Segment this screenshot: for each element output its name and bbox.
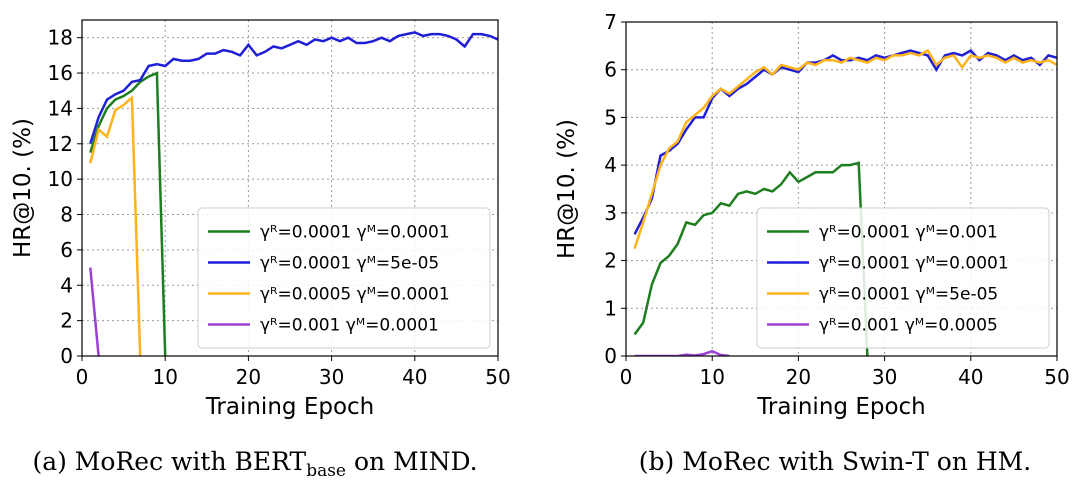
y-tick-label: 2 (60, 309, 73, 333)
y-tick-label: 16 (48, 61, 73, 85)
y-tick-label: 0 (60, 344, 73, 368)
legend-label: γᴿ=0.0001 γᴹ=5e-05 (819, 285, 998, 305)
series-line (633, 48, 1057, 249)
y-tick-label: 10 (48, 167, 73, 191)
plot-frame (625, 21, 1058, 357)
plot-frame (81, 19, 499, 357)
caption-text: (b) MoRec with Swin-T on HM. (639, 447, 1031, 476)
x-tick-label: 10 (152, 365, 177, 389)
series-line (89, 267, 100, 356)
x-tick-label: 40 (402, 365, 427, 389)
x-tick-label: 50 (485, 365, 510, 389)
y-tick-label: 4 (604, 153, 617, 177)
legend-label: γᴿ=0.0001 γᴹ=0.0001 (819, 254, 1009, 274)
x-tick-label: 10 (699, 365, 724, 389)
x-tick-label: 30 (872, 365, 897, 389)
series-line (633, 49, 1057, 235)
y-tick-label: 1 (604, 296, 617, 320)
y-tick-label: 12 (48, 132, 73, 156)
x-tick-label: 50 (1044, 365, 1069, 389)
x-tick-label: 20 (236, 365, 261, 389)
y-tick-label: 2 (604, 249, 617, 273)
x-tick-label: 40 (958, 365, 983, 389)
y-tick-label: 18 (48, 26, 73, 50)
series-line (89, 95, 142, 356)
caption: (b) MoRec with Swin-T on HM. (639, 447, 1031, 476)
caption-text: (a) MoRec with BERT (32, 447, 306, 476)
caption-subscript: base (306, 461, 346, 481)
legend-label: γᴿ=0.0005 γᴹ=0.0001 (260, 285, 450, 305)
y-tick-label: 8 (60, 203, 73, 227)
legend-label: γᴿ=0.0001 γᴹ=0.0001 (260, 223, 450, 243)
y-tick-label: 14 (48, 96, 73, 120)
y-tick-label: 6 (604, 58, 617, 82)
y-tick-label: 5 (604, 105, 617, 129)
legend-label: γᴿ=0.001 γᴹ=0.0005 (819, 316, 998, 336)
caption: (a) MoRec with BERTbase on MIND. (32, 447, 477, 481)
panel: 0 10 20 30 40 50 0 1 2 3 4 5 6 7 Training Epoch HR@10. … (554, 10, 1070, 476)
caption-text: on MIND. (354, 447, 478, 476)
legend-box (756, 207, 1050, 349)
y-tick-label: 7 (604, 10, 617, 34)
legend-label: γᴿ=0.0001 γᴹ=0.001 (819, 223, 998, 243)
y-tick-label: 6 (60, 238, 73, 262)
y-tick-label: 3 (604, 201, 617, 225)
series-line (89, 31, 498, 145)
x-axis-label: Training Epoch (756, 394, 926, 420)
x-tick-label: 20 (786, 365, 811, 389)
legend-box (197, 207, 491, 349)
legend-label: γᴿ=0.0001 γᴹ=5e-05 (260, 254, 439, 274)
series-line (634, 349, 730, 356)
y-axis-label: HR@10. (%) (554, 119, 580, 259)
x-tick-label: 0 (620, 365, 633, 389)
series-line (633, 161, 869, 356)
series-line (89, 71, 167, 356)
x-tick-label: 0 (76, 365, 89, 389)
legend-label: γᴿ=0.001 γᴹ=0.0001 (260, 316, 439, 336)
panel: 0 10 20 30 40 50 0 2 4 6 8 10 12 14 16 18 Training Epoch… (10, 19, 511, 481)
x-axis-label: Training Epoch (205, 394, 375, 420)
y-tick-label: 0 (604, 344, 617, 368)
x-tick-label: 30 (319, 365, 344, 389)
y-tick-label: 4 (60, 273, 73, 297)
y-axis-label: HR@10. (%) (10, 118, 36, 258)
